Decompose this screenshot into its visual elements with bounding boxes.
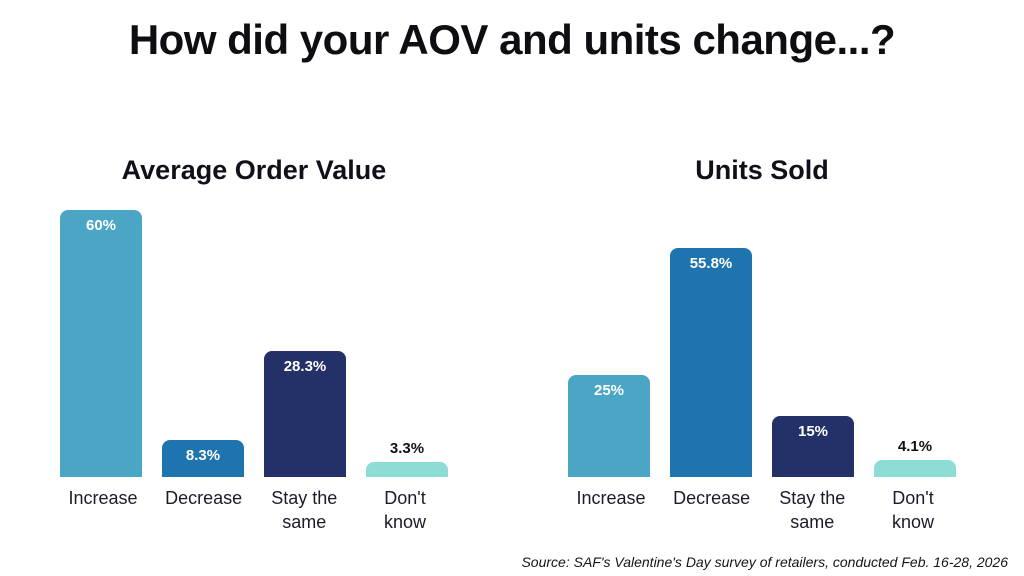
category-label-increase: Increase	[576, 488, 646, 508]
bar-column-stay-the-same: 28.3%	[264, 351, 346, 477]
category-label-stay-the-same: Stay the same	[779, 488, 846, 533]
bar-value-label: 15%	[797, 423, 829, 440]
category-label-decrease: Decrease	[673, 488, 751, 508]
bar-stay-the-same: 15%	[772, 416, 854, 477]
category-label-don-t-know: Don't know	[891, 488, 934, 533]
chart-average-order-value: Average Order Value 60% 8.3% 28.3% 3.3% Inc…	[50, 150, 458, 535]
page-title: How did your AOV and units change...?	[128, 16, 896, 63]
bar-decrease: 8.3%	[162, 440, 244, 477]
bar-value-label: 28.3%	[283, 358, 327, 375]
chart-units-sold: Units Sold 25% 55.8% 15% 4.1% Increase Decre…	[558, 150, 966, 535]
chart-plot-area: 25% 55.8% 15% 4.1%	[558, 190, 966, 477]
bar-value-label: 8.3%	[185, 447, 221, 464]
bar-don-t-know	[366, 462, 448, 477]
chart-title-average-order-value: Average Order Value	[121, 155, 387, 185]
bar-column-don-t-know: 4.1%	[874, 438, 956, 477]
bar-increase: 60%	[60, 210, 142, 477]
category-label-stay-the-same: Stay the same	[271, 488, 338, 533]
bar-column-increase: 60%	[60, 210, 142, 477]
bar-don-t-know	[874, 460, 956, 477]
category-label-increase: Increase	[68, 488, 138, 508]
chart-category-axis: Increase Decrease Stay the same Don't know	[558, 486, 966, 535]
bar-column-increase: 25%	[568, 375, 650, 477]
bar-column-don-t-know: 3.3%	[366, 440, 448, 477]
bar-increase: 25%	[568, 375, 650, 477]
bar-value-label: 55.8%	[689, 255, 733, 272]
bar-value-label: 60%	[85, 217, 117, 234]
source-attribution: Source: SAF's Valentine's Day survey of …	[521, 554, 1008, 570]
category-label-decrease: Decrease	[165, 488, 243, 508]
chart-plot-area: 60% 8.3% 28.3% 3.3%	[50, 190, 458, 477]
bar-decrease: 55.8%	[670, 248, 752, 477]
bar-column-decrease: 8.3%	[162, 440, 244, 477]
bar-column-decrease: 55.8%	[670, 248, 752, 477]
chart-category-axis: Increase Decrease Stay the same Don't know	[50, 486, 458, 535]
bar-value-label: 25%	[593, 382, 625, 399]
bar-value-label: 4.1%	[897, 438, 933, 455]
chart-title-units-sold: Units Sold	[695, 155, 829, 185]
bar-column-stay-the-same: 15%	[772, 416, 854, 477]
bar-value-label: 3.3%	[389, 440, 425, 457]
category-label-don-t-know: Don't know	[383, 488, 426, 533]
bar-stay-the-same: 28.3%	[264, 351, 346, 477]
